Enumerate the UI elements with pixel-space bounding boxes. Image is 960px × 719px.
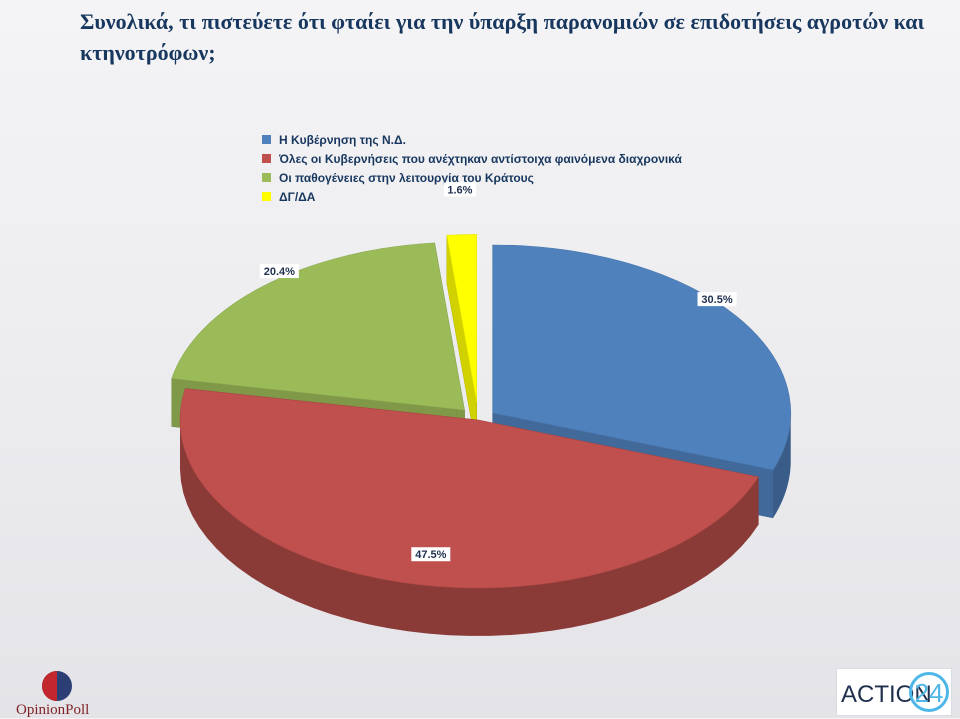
pie-slice-wall xyxy=(180,421,759,636)
opinion-poll-logo xyxy=(42,671,72,701)
action24-logo-number: 24 xyxy=(909,672,949,712)
action24-logo: ACTION 24 xyxy=(836,668,952,716)
pie-slice-wall xyxy=(773,412,791,518)
data-label-bg xyxy=(411,547,451,562)
legend-item: Οι παθογένειες στην λειτουργία του Κράτο… xyxy=(262,168,682,187)
pie-slice xyxy=(446,234,477,403)
legend-swatch xyxy=(262,173,271,182)
data-label: 47.5% xyxy=(415,549,446,561)
pie-slice xyxy=(179,388,759,589)
legend-label: Η Κυβέρνηση της Ν.Δ. xyxy=(279,132,406,147)
legend-label: ΔΓ/ΔΑ xyxy=(279,189,316,204)
data-label-bg xyxy=(697,292,737,307)
legend-swatch xyxy=(262,135,271,144)
opinion-poll-logo-text: OpinionPoll xyxy=(16,702,90,718)
legend-item: Όλες οι Κυβερνήσεις που ανέχτηκαν αντίστ… xyxy=(262,149,682,168)
chart-title: Συνολικά, τι πιστεύετε ότι φταίει για τη… xyxy=(80,9,925,65)
legend-label: Οι παθογένειες στην λειτουργία του Κράτο… xyxy=(279,170,534,185)
data-label-bg xyxy=(259,264,299,279)
legend: Η Κυβέρνηση της Ν.Δ. Όλες οι Κυβερνήσεις… xyxy=(262,130,682,206)
legend-label: Όλες οι Κυβερνήσεις που ανέχτηκαν αντίστ… xyxy=(279,151,682,166)
legend-item: ΔΓ/ΔΑ xyxy=(262,187,682,206)
legend-item: Η Κυβέρνηση της Ν.Δ. xyxy=(262,130,682,149)
data-label: 1.6% xyxy=(447,185,472,197)
pie-slice xyxy=(171,242,465,411)
data-label: 20.4% xyxy=(264,266,295,278)
data-label-bg xyxy=(443,182,477,197)
data-label: 30.5% xyxy=(701,294,732,306)
legend-swatch xyxy=(262,192,271,201)
pie-slice xyxy=(492,244,792,471)
legend-swatch xyxy=(262,154,271,163)
